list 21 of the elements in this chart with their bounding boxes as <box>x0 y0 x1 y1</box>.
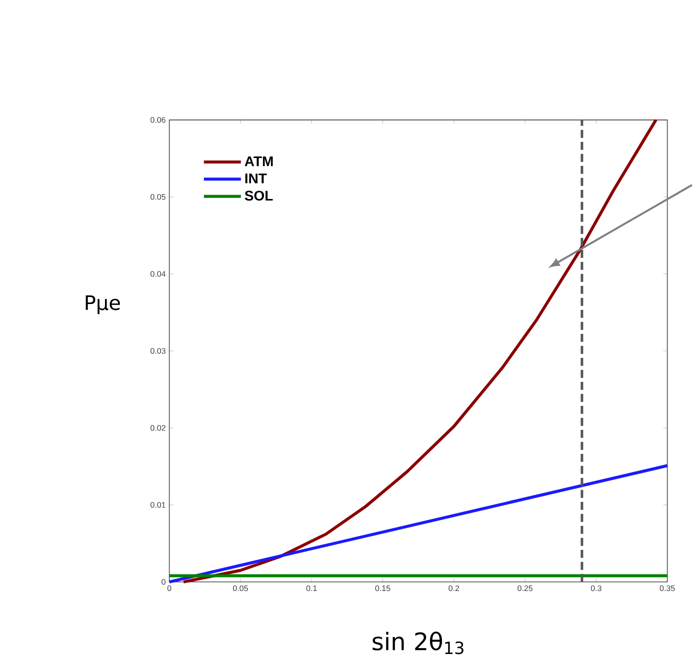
x-tick-label: 0.35 <box>660 585 675 592</box>
x-axis-title: sin 2θ$_{13}$ <box>372 632 464 654</box>
y-tick-label: 0.05 <box>150 194 166 200</box>
y-tick-label: 0.02 <box>150 425 166 431</box>
x-tick-label: 0.1 <box>306 585 317 592</box>
x-tick-label: 0.3 <box>590 585 602 592</box>
y-tick-label: 0.01 <box>150 502 166 508</box>
legend-label: SOL <box>244 190 273 201</box>
x-tick-label: 0.15 <box>375 585 390 592</box>
y-tick-label: 0 <box>162 579 166 585</box>
x-tick-label: 0.05 <box>232 585 248 592</box>
y-tick-label: 0.03 <box>150 348 166 354</box>
x-tick-label: 0.25 <box>518 585 532 592</box>
x-tick-label: 0.2 <box>448 585 460 592</box>
legend-label: ATM <box>244 156 273 166</box>
line-series <box>182 118 658 584</box>
legend-label: INT <box>245 174 267 184</box>
y-tick-label: 0.06 <box>150 117 166 123</box>
y-axis-title: Pμe <box>86 295 120 314</box>
y-tick-label: 0.04 <box>150 271 166 277</box>
x-tick-label: 0 <box>167 585 172 592</box>
